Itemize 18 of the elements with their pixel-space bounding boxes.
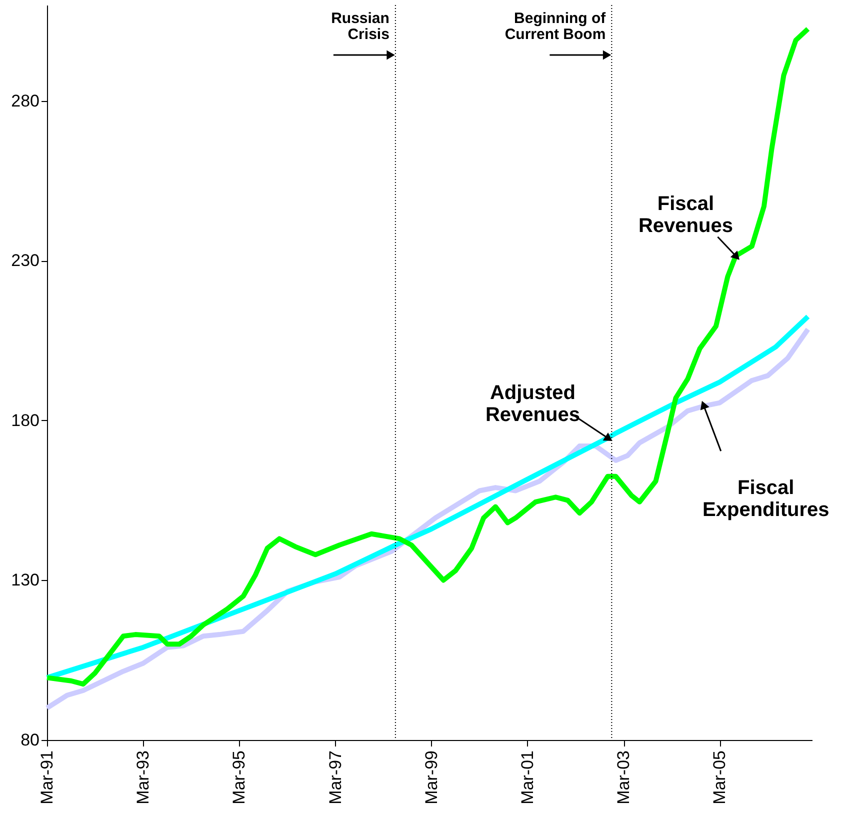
y-tick-label: 230 bbox=[11, 251, 40, 270]
x-tick-label: Mar-97 bbox=[326, 750, 345, 804]
x-tick-label: Mar-99 bbox=[422, 750, 441, 804]
x-tick-label: Mar-05 bbox=[710, 750, 730, 804]
ref-line-label: Russian Crisis bbox=[331, 10, 390, 43]
x-tick-label: Mar-91 bbox=[38, 750, 56, 804]
text: Fiscal Expenditures bbox=[702, 477, 830, 522]
series-label: Adjusted Revenues bbox=[485, 382, 580, 426]
series-label: Fiscal Revenues bbox=[638, 192, 733, 237]
x-tick-label: Mar-01 bbox=[518, 750, 537, 804]
ref-line-label: Beginning of Current Boom bbox=[504, 10, 607, 43]
y-tick-label: 280 bbox=[11, 91, 40, 110]
x-tick-label: Mar-03 bbox=[614, 750, 634, 804]
x-tick-label: Mar-95 bbox=[230, 750, 249, 804]
y-tick-label: 180 bbox=[11, 410, 40, 430]
x-tick-label: Mar-93 bbox=[134, 750, 153, 804]
y-tick-label: 80 bbox=[20, 730, 40, 750]
y-tick-label: 130 bbox=[11, 570, 40, 590]
